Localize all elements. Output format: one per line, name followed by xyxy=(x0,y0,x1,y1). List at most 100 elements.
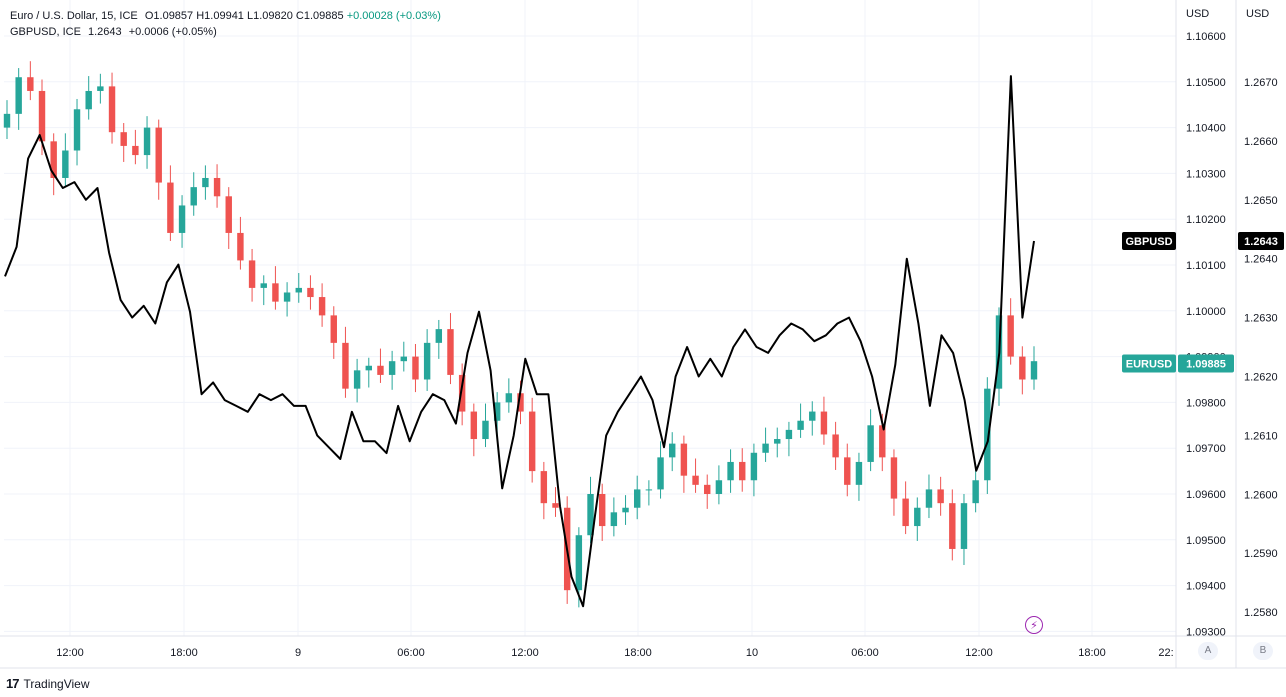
eurusd-axis-tick: 1.09700 xyxy=(1186,443,1226,455)
eurusd-candle-body[interactable] xyxy=(15,77,22,114)
eurusd-candle-body[interactable] xyxy=(960,503,968,549)
eurusd-candle-body[interactable] xyxy=(38,90,46,142)
eurusd-candle-body[interactable] xyxy=(260,283,267,288)
eurusd-candle-body[interactable] xyxy=(85,90,92,110)
eurusd-axis-tick: 1.09800 xyxy=(1186,397,1226,409)
eurusd-candle-body[interactable] xyxy=(587,494,594,536)
eurusd-candle-body[interactable] xyxy=(704,484,711,494)
eurusd-candle-body[interactable] xyxy=(552,503,559,508)
eurusd-candle-body[interactable] xyxy=(50,141,57,178)
eurusd-candle-body[interactable] xyxy=(1007,315,1014,357)
eurusd-candle-body[interactable] xyxy=(890,457,898,499)
eurusd-candle-body[interactable] xyxy=(482,420,489,440)
time-tick-label: 18:00 xyxy=(624,647,652,659)
eurusd-candle-body[interactable] xyxy=(610,512,618,527)
eurusd-candle-body[interactable] xyxy=(797,420,804,430)
eurusd-candle-body[interactable] xyxy=(353,370,361,389)
eurusd-candle-body[interactable] xyxy=(517,393,524,412)
eurusd-candle-body[interactable] xyxy=(202,177,209,188)
eurusd-candle-body[interactable] xyxy=(330,315,337,343)
eurusd-candle-body[interactable] xyxy=(622,507,629,513)
eurusd-candle-body[interactable] xyxy=(540,471,548,504)
eurusd-candle-body[interactable] xyxy=(598,494,606,527)
eurusd-candle-body[interactable] xyxy=(750,452,758,481)
eurusd-candle-body[interactable] xyxy=(867,425,874,462)
eurusd-candle-body[interactable] xyxy=(377,365,384,375)
time-tick-label: 22: xyxy=(1158,647,1173,659)
eurusd-candle-body[interactable] xyxy=(669,443,676,458)
eurusd-candle-body[interactable] xyxy=(283,292,291,302)
eurusd-candle-body[interactable] xyxy=(120,132,127,146)
eurusd-candle-body[interactable] xyxy=(855,461,863,485)
eurusd-candle-body[interactable] xyxy=(680,443,688,476)
scale-b-button[interactable]: B xyxy=(1253,642,1273,660)
eurusd-candle-body[interactable] xyxy=(774,439,781,444)
eurusd-candle-body[interactable] xyxy=(1019,356,1026,380)
scale-a-button[interactable]: A xyxy=(1198,642,1218,660)
eurusd-candle-body[interactable] xyxy=(178,205,186,233)
lightning-icon[interactable]: ⚡ xyxy=(1025,616,1043,634)
eurusd-candle-body[interactable] xyxy=(365,365,372,371)
eurusd-candle-body[interactable] xyxy=(879,425,886,458)
eurusd-candle-body[interactable] xyxy=(820,411,828,435)
eurusd-axis-tick: 1.10500 xyxy=(1186,77,1226,89)
eurusd-candle-body[interactable] xyxy=(785,429,793,440)
eurusd-candle-body[interactable] xyxy=(167,182,174,233)
eurusd-candle-body[interactable] xyxy=(458,374,466,412)
eurusd-candle-body[interactable] xyxy=(423,342,431,380)
eurusd-candle-body[interactable] xyxy=(470,411,478,440)
eurusd-candle-body[interactable] xyxy=(575,535,583,591)
eurusd-candle-body[interactable] xyxy=(937,489,944,504)
eurusd-candle-body[interactable] xyxy=(435,329,443,343)
eurusd-candle-body[interactable] xyxy=(27,77,34,91)
eurusd-candle-body[interactable] xyxy=(307,287,314,298)
eurusd-candle-body[interactable] xyxy=(132,145,139,156)
eurusd-candle-body[interactable] xyxy=(528,411,536,472)
eurusd-candle-body[interactable] xyxy=(248,260,256,288)
eurusd-candle-body[interactable] xyxy=(447,329,454,375)
eurusd-candle-body[interactable] xyxy=(3,113,11,128)
eurusd-candle-body[interactable] xyxy=(633,489,641,508)
eurusd-candle-body[interactable] xyxy=(727,461,734,481)
gbpusd-line[interactable] xyxy=(4,75,1035,608)
gbpusd-axis-tick: 1.2610 xyxy=(1244,430,1278,442)
eurusd-candle-body[interactable] xyxy=(715,480,723,494)
eurusd-candle-body[interactable] xyxy=(108,86,116,133)
eurusd-candle-body[interactable] xyxy=(225,196,232,233)
eurusd-candle-body[interactable] xyxy=(739,461,746,481)
eurusd-candle-body[interactable] xyxy=(832,434,839,458)
eurusd-candle-body[interactable] xyxy=(493,402,501,421)
eurusd-candle-body[interactable] xyxy=(972,480,979,504)
eurusd-candle-body[interactable] xyxy=(692,475,699,485)
eurusd-candle-body[interactable] xyxy=(645,489,653,491)
eurusd-candle-body[interactable] xyxy=(73,109,81,151)
eurusd-candle-body[interactable] xyxy=(1030,361,1038,380)
eurusd-candle-body[interactable] xyxy=(809,411,816,421)
eurusd-candle-body[interactable] xyxy=(388,361,396,375)
eurusd-candle-body[interactable] xyxy=(844,457,851,485)
eurusd-candle-body[interactable] xyxy=(295,287,302,293)
eurusd-candle-body[interactable] xyxy=(237,232,244,261)
eurusd-candle-body[interactable] xyxy=(318,297,326,316)
eurusd-candle-body[interactable] xyxy=(190,187,197,206)
eurusd-candle-body[interactable] xyxy=(949,503,956,549)
tradingview-brand[interactable]: 17 TradingView xyxy=(6,676,90,691)
eurusd-candle-body[interactable] xyxy=(984,388,991,481)
eurusd-candle-body[interactable] xyxy=(412,356,419,380)
eurusd-candle-body[interactable] xyxy=(213,177,221,197)
eurusd-candle-body[interactable] xyxy=(925,489,933,508)
eurusd-candle-body[interactable] xyxy=(342,342,349,389)
eurusd-candle-body[interactable] xyxy=(97,86,104,91)
eurusd-candle-body[interactable] xyxy=(143,127,151,156)
eurusd-candle-body[interactable] xyxy=(272,283,279,302)
eurusd-candle-body[interactable] xyxy=(505,393,513,403)
eurusd-candle-body[interactable] xyxy=(400,356,408,362)
right-axis-currency: USD xyxy=(1246,8,1270,20)
eurusd-candle-body[interactable] xyxy=(914,507,921,527)
eurusd-candle-body[interactable] xyxy=(657,457,664,490)
eurusd-candle-body[interactable] xyxy=(902,498,909,527)
eurusd-candle-body[interactable] xyxy=(762,443,769,453)
eurusd-candle-body[interactable] xyxy=(62,150,69,178)
eurusd-candle-body[interactable] xyxy=(155,127,162,183)
